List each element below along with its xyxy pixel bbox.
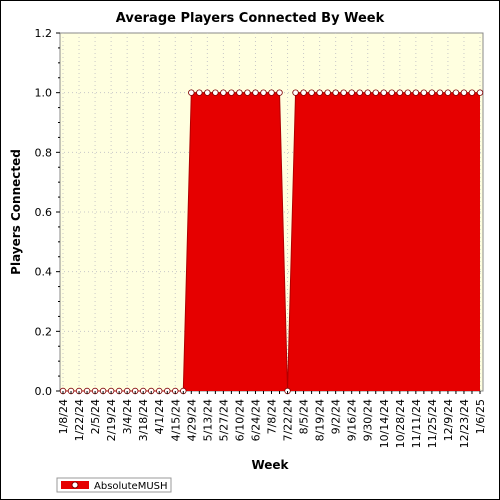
data-point	[436, 89, 444, 96]
x-tick-label: 9/30/24	[362, 399, 375, 441]
data-point	[252, 89, 259, 96]
x-tick-label: 2/19/24	[105, 399, 118, 441]
data-point	[420, 89, 428, 96]
data-point	[396, 89, 404, 96]
legend: AbsoluteMUSH	[56, 477, 172, 493]
y-tick-label: 0.0	[35, 385, 53, 398]
data-point	[364, 89, 371, 96]
chart-title: Average Players Connected By Week	[116, 11, 385, 26]
x-tick-label: 10/14/24	[378, 399, 391, 448]
data-point	[460, 89, 468, 96]
data-point	[332, 89, 339, 96]
x-tick-label: 3/4/24	[121, 399, 134, 434]
x-tick-label: 7/22/24	[282, 399, 295, 441]
x-tick-label: 5/13/24	[201, 399, 214, 441]
data-point	[236, 89, 243, 96]
x-tick-label: 1/22/24	[73, 399, 86, 441]
data-point	[348, 89, 355, 96]
data-point	[196, 89, 203, 96]
series-area	[63, 92, 480, 392]
data-point	[220, 89, 227, 96]
y-tick-label: 0.8	[35, 146, 53, 159]
data-point	[340, 89, 347, 96]
data-point	[412, 89, 420, 96]
data-point	[276, 89, 283, 96]
y-tick-label: 0.6	[35, 206, 53, 219]
data-point	[468, 89, 476, 96]
x-tick-label: 5/27/24	[217, 399, 230, 441]
data-point	[260, 89, 267, 96]
data-point	[316, 89, 323, 96]
x-tick-label: 11/25/24	[426, 399, 439, 448]
y-axis-label: Players Connected	[9, 149, 23, 275]
data-point	[188, 89, 195, 96]
data-point	[380, 89, 387, 96]
data-point	[228, 89, 235, 96]
data-point	[356, 89, 363, 96]
x-tick-label: 4/1/24	[153, 399, 166, 434]
x-tick-label: 9/16/24	[346, 399, 359, 441]
x-tick-label: 6/10/24	[233, 399, 246, 441]
data-point	[476, 89, 484, 96]
legend-marker	[71, 481, 79, 489]
data-point	[204, 89, 211, 96]
x-tick-label: 8/5/24	[298, 399, 311, 434]
data-point	[324, 89, 331, 96]
y-tick-label: 1.2	[35, 27, 53, 40]
x-tick-label: 12/9/24	[442, 399, 455, 441]
data-point	[428, 89, 436, 96]
data-point	[372, 89, 379, 96]
data-point	[292, 89, 299, 96]
data-point	[212, 89, 219, 96]
x-tick-label: 11/11/24	[410, 399, 423, 448]
x-tick-label: 4/15/24	[169, 399, 182, 441]
data-point	[444, 89, 452, 96]
y-tick-label: 1.0	[35, 87, 53, 100]
x-tick-label: 4/29/24	[185, 399, 198, 441]
x-tick-label: 8/19/24	[314, 399, 327, 441]
data-point	[300, 89, 307, 96]
data-point	[268, 89, 275, 96]
data-point	[308, 89, 315, 96]
y-tick-label: 0.4	[35, 266, 53, 279]
x-tick-label: 7/8/24	[266, 399, 279, 434]
data-point	[404, 89, 412, 96]
x-axis-label: Week	[251, 458, 289, 472]
x-axis: 1/8/24 1/22/24 2/5/24 2/19/24 3/4/24 3/18/24 4…	[57, 391, 487, 448]
x-tick-label: 6/24/24	[249, 399, 262, 441]
y-tick-label: 0.2	[35, 325, 53, 338]
x-tick-label: 1/8/24	[57, 399, 70, 434]
legend-series-name: AbsoluteMUSH	[94, 481, 168, 492]
x-tick-label: 2/5/24	[89, 399, 102, 434]
x-tick-label: 9/2/24	[330, 399, 343, 434]
data-point	[388, 89, 395, 96]
data-point	[452, 89, 460, 96]
x-tick-label: 10/28/24	[394, 399, 407, 448]
y-axis: 0.0 0.2 0.4 0.6 0.8 1.0 1.2	[35, 27, 60, 398]
x-tick-label: 1/6/25	[474, 399, 487, 434]
x-tick-label: 3/18/24	[137, 399, 150, 441]
x-tick-label: 12/23/24	[458, 399, 471, 448]
data-point	[244, 89, 251, 96]
